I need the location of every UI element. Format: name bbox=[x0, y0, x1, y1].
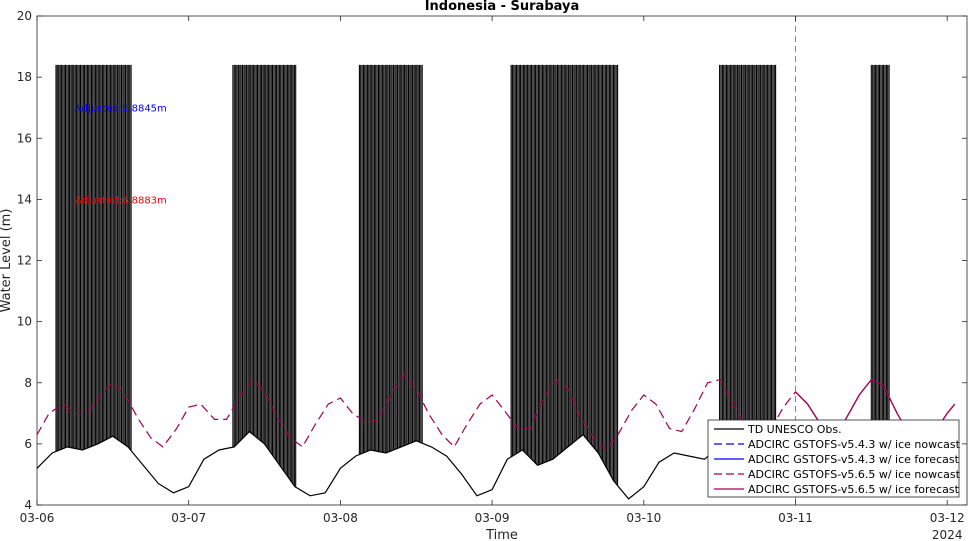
y-tick-label: 14 bbox=[17, 192, 32, 206]
x-tick-label: 03-10 bbox=[626, 511, 661, 525]
x-tick-label: 03-06 bbox=[20, 511, 55, 525]
legend-entry: ADCIRC GSTOFS-v5.6.5 w/ ice forecast bbox=[748, 483, 960, 496]
y-tick-label: 12 bbox=[17, 254, 32, 268]
y-axis-label: Water Level (m) bbox=[0, 209, 14, 313]
x-axis-label: Time bbox=[485, 528, 518, 541]
y-tick-label: 8 bbox=[24, 376, 32, 390]
chart-title: Indonesia - Surabaya bbox=[425, 0, 580, 14]
year-label: 2024 bbox=[932, 528, 963, 541]
obs-spikes bbox=[55, 64, 890, 488]
annotations: Adjusted:6.8845m Adjusted:6.8883m bbox=[75, 104, 167, 207]
adjusted-annotation: Adjusted:6.8883m bbox=[75, 195, 167, 206]
x-tick-label: 03-08 bbox=[323, 511, 358, 525]
legend-entry: TD UNESCO Obs. bbox=[747, 423, 842, 436]
y-tick-label: 4 bbox=[24, 498, 32, 512]
x-tick-label: 03-12 bbox=[930, 511, 965, 525]
y-tick-label: 10 bbox=[17, 315, 32, 329]
adjusted-annotation: Adjusted:6.8845m bbox=[75, 104, 167, 115]
series-line-v565-nowcast bbox=[36, 372, 796, 451]
y-axis: 4 6 8 10 12 14 16 18 20 bbox=[17, 9, 967, 512]
x-tick-label: 03-09 bbox=[475, 511, 510, 525]
legend: TD UNESCO Obs. ADCIRC GSTOFS-v5.4.3 w/ ic… bbox=[707, 419, 961, 498]
legend-box bbox=[707, 419, 960, 498]
y-tick-label: 16 bbox=[17, 131, 32, 145]
legend-entry: ADCIRC GSTOFS-v5.4.3 w/ ice nowcast bbox=[748, 438, 961, 451]
legend-entry: ADCIRC GSTOFS-v5.4.3 w/ ice forecast bbox=[748, 453, 960, 466]
legend-entry: ADCIRC GSTOFS-v5.6.5 w/ ice nowcast bbox=[748, 468, 961, 481]
y-tick-label: 6 bbox=[24, 437, 32, 451]
x-tick-label: 03-11 bbox=[778, 511, 813, 525]
y-tick-label: 20 bbox=[17, 9, 32, 23]
x-tick-label: 03-07 bbox=[171, 511, 206, 525]
x-axis: 03-06 03-07 03-08 03-09 03-10 03-11 03-12 bbox=[20, 16, 965, 525]
obs-spike-lines bbox=[55, 64, 890, 488]
y-tick-label: 18 bbox=[17, 70, 32, 84]
